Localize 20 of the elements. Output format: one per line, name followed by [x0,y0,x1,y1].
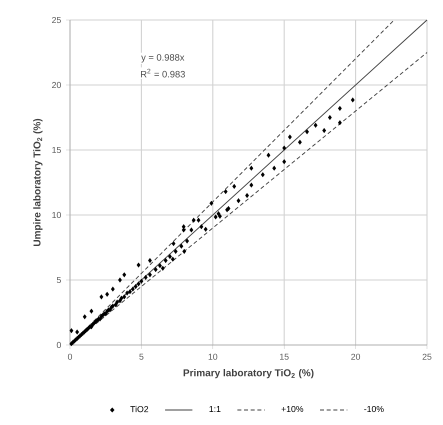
x-axis-title: Primary laboratory TiO$_{2}$ (%) [184,369,314,378]
y-tick-label: 20 [52,82,61,88]
y-tick-label: 0 [56,342,61,348]
x-tick-label: 0 [68,354,72,360]
y-axis-title: Umpire laboratory TiO$_{2}$ (%) [33,118,42,246]
x-tick-label: 25 [422,354,432,360]
x-tick-label: 15 [280,354,289,360]
x-tick-label: 10 [208,354,218,360]
y-tick-label: 25 [52,16,61,24]
legend-label: 1:1 [210,406,220,412]
y-tick-label: 15 [52,146,61,154]
annotation: y = 0.988x [141,54,184,63]
x-tick-label: 20 [351,354,360,360]
legend-label: -10% [364,406,384,412]
y-tick-label: 5 [56,276,61,284]
x-tick-label: 5 [139,354,144,360]
y-tick-label: 10 [52,212,61,218]
annotation: R$^{2}$ = 0.983 [141,68,185,78]
legend-label: TiO2 [130,406,148,412]
legend-label: +10% [282,406,304,412]
